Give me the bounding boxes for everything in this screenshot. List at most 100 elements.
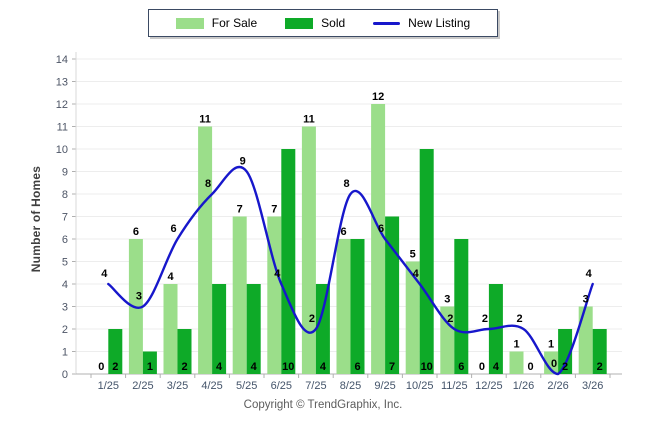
- x-tick-label: 2/26: [547, 380, 568, 392]
- sold-label: 7: [389, 361, 395, 373]
- sold-bar: [558, 329, 573, 374]
- sold-bar: [385, 216, 400, 374]
- legend-wrap: For Sale Sold New Listing: [0, 9, 646, 37]
- sold-bar: [246, 284, 261, 374]
- y-tick-label: 10: [56, 144, 68, 156]
- sold-bar: [315, 284, 330, 374]
- new-listing-label: 4: [101, 268, 108, 280]
- for-sale-bar: [198, 126, 213, 374]
- y-tick-label: 2: [62, 324, 68, 336]
- y-tick-label: 14: [56, 54, 68, 66]
- x-tick-label: 1/25: [98, 380, 119, 392]
- for-sale-bar: [544, 351, 559, 374]
- sold-label: 6: [458, 361, 464, 373]
- sold-bar: [419, 149, 434, 374]
- legend-item-new-listing: New Listing: [373, 17, 470, 29]
- y-tick-label: 6: [62, 234, 68, 246]
- for-sale-label: 0: [98, 361, 104, 373]
- legend-item-sold: Sold: [285, 17, 345, 29]
- for-sale-bar: [301, 126, 316, 374]
- sold-label: 0: [527, 361, 533, 373]
- x-tick-label: 3/25: [167, 380, 188, 392]
- new-listing-label: 4: [586, 268, 593, 280]
- y-tick-label: 7: [62, 212, 68, 224]
- new-listing-line-swatch: [373, 21, 401, 25]
- x-tick-label: 6/25: [271, 380, 292, 392]
- sold-label: 10: [421, 361, 433, 373]
- legend: For Sale Sold New Listing: [147, 9, 499, 37]
- sold-label: 4: [216, 361, 223, 373]
- y-tick-label: 4: [62, 279, 68, 291]
- new-listing-label: 6: [378, 223, 384, 235]
- y-tick-label: 13: [56, 77, 68, 89]
- for-sale-bar: [232, 216, 247, 374]
- sold-label: 10: [282, 361, 294, 373]
- for-sale-label: 7: [237, 204, 243, 216]
- for-sale-bar: [440, 306, 455, 374]
- for-sale-label: 3: [444, 294, 450, 306]
- y-tick-label: 8: [62, 189, 68, 201]
- sold-bar: [212, 284, 227, 374]
- x-tick-label: 3/26: [582, 380, 603, 392]
- legend-item-for-sale: For Sale: [175, 17, 257, 29]
- y-tick-label: 1: [62, 347, 68, 359]
- x-tick-label: 10/25: [406, 380, 434, 392]
- new-listing-line: [107, 165, 594, 376]
- x-tick-label: 11/25: [441, 380, 468, 392]
- x-tick-label: 12/25: [475, 380, 503, 392]
- new-listing-label: 4: [274, 268, 281, 280]
- sold-label: 4: [320, 361, 327, 373]
- x-tick-label: 8/25: [340, 380, 361, 392]
- x-tick-label: 9/25: [374, 380, 395, 392]
- for-sale-bar: [405, 261, 420, 374]
- for-sale-bar: [267, 216, 282, 374]
- sold-bar: [177, 329, 192, 374]
- x-tick-label: 5/25: [236, 380, 257, 392]
- sold-bar: [350, 239, 365, 374]
- sold-label: 4: [493, 361, 500, 373]
- new-listing-label: 2: [482, 313, 488, 325]
- y-tick-label: 3: [62, 302, 68, 314]
- new-listing-label: 2: [309, 313, 315, 325]
- new-listing-label: 3: [136, 291, 142, 303]
- y-tick-label: 12: [56, 99, 68, 111]
- for-sale-label: 11: [199, 114, 211, 126]
- new-listing-label: 2: [516, 313, 522, 325]
- for-sale-bar: [509, 351, 524, 374]
- sold-bar: [592, 329, 607, 374]
- for-sale-bar: [336, 239, 351, 374]
- for-sale-label: 1: [548, 339, 554, 351]
- sold-bar: [142, 351, 157, 374]
- sold-label: 6: [354, 361, 360, 373]
- for-sale-label: 4: [167, 271, 174, 283]
- sold-label: 2: [112, 361, 118, 373]
- for-sale-label: 11: [303, 114, 315, 126]
- legend-label-sold: Sold: [321, 16, 346, 30]
- new-listing-label: 2: [447, 313, 453, 325]
- x-tick-label: 1/26: [513, 380, 534, 392]
- new-listing-label: 0: [551, 358, 557, 370]
- new-listing-label: 4: [413, 268, 420, 280]
- new-listing-label: 9: [240, 156, 246, 168]
- new-listing-label: 8: [205, 178, 211, 190]
- for-sale-label: 1: [513, 339, 519, 351]
- y-tick-label: 11: [57, 122, 68, 134]
- sold-label: 1: [147, 361, 153, 373]
- for-sale-label: 6: [340, 226, 346, 238]
- y-tick-label: 0: [62, 369, 68, 381]
- sold-bar: [108, 329, 123, 374]
- for-sale-label: 7: [271, 204, 277, 216]
- y-axis-title: Number of Homes: [29, 165, 43, 273]
- sold-label: 2: [597, 361, 603, 373]
- new-listing-label: 6: [170, 223, 176, 235]
- sold-bar: [454, 239, 469, 374]
- y-tick-label: 5: [62, 257, 68, 269]
- new-listing-label: 8: [343, 178, 349, 190]
- sold-bar: [281, 149, 296, 374]
- sold-label: 4: [251, 361, 258, 373]
- x-tick-label: 2/25: [132, 380, 153, 392]
- x-tick-label: 4/25: [201, 380, 222, 392]
- for-sale-label: 12: [372, 91, 384, 103]
